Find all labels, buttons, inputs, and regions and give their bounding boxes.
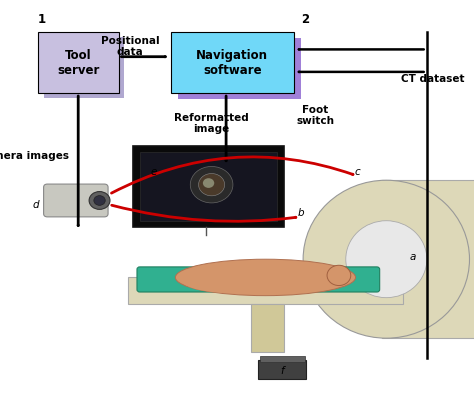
FancyBboxPatch shape: [178, 38, 301, 99]
Ellipse shape: [346, 221, 427, 298]
FancyBboxPatch shape: [260, 356, 305, 362]
Text: e: e: [151, 167, 157, 177]
Text: c: c: [355, 167, 361, 177]
Text: CT dataset: CT dataset: [401, 74, 464, 84]
FancyBboxPatch shape: [258, 360, 306, 379]
Ellipse shape: [175, 259, 356, 296]
FancyBboxPatch shape: [44, 37, 124, 98]
FancyBboxPatch shape: [128, 277, 403, 304]
Text: 2: 2: [301, 13, 309, 26]
FancyBboxPatch shape: [38, 32, 118, 93]
Text: f: f: [280, 366, 284, 375]
FancyBboxPatch shape: [133, 146, 284, 227]
FancyBboxPatch shape: [251, 304, 284, 352]
Circle shape: [203, 178, 214, 188]
Text: Positional
data: Positional data: [101, 36, 160, 58]
FancyBboxPatch shape: [382, 180, 474, 338]
Circle shape: [94, 196, 105, 205]
Text: Reformatted
image: Reformatted image: [173, 113, 248, 134]
Circle shape: [327, 265, 351, 286]
Ellipse shape: [303, 180, 469, 338]
Text: Camera images: Camera images: [0, 151, 69, 161]
FancyBboxPatch shape: [44, 184, 108, 217]
FancyBboxPatch shape: [140, 152, 277, 221]
Ellipse shape: [190, 166, 233, 203]
Text: b: b: [298, 208, 304, 217]
Circle shape: [89, 192, 110, 209]
Text: a: a: [409, 252, 416, 262]
FancyBboxPatch shape: [137, 267, 380, 292]
Ellipse shape: [183, 270, 291, 293]
Ellipse shape: [199, 173, 225, 196]
Text: d: d: [32, 200, 39, 209]
Text: 1: 1: [38, 13, 46, 26]
FancyBboxPatch shape: [171, 32, 294, 93]
Text: Foot
switch: Foot switch: [296, 104, 334, 126]
Text: Tool
server: Tool server: [57, 49, 100, 77]
Text: Navigation
software: Navigation software: [196, 49, 268, 77]
